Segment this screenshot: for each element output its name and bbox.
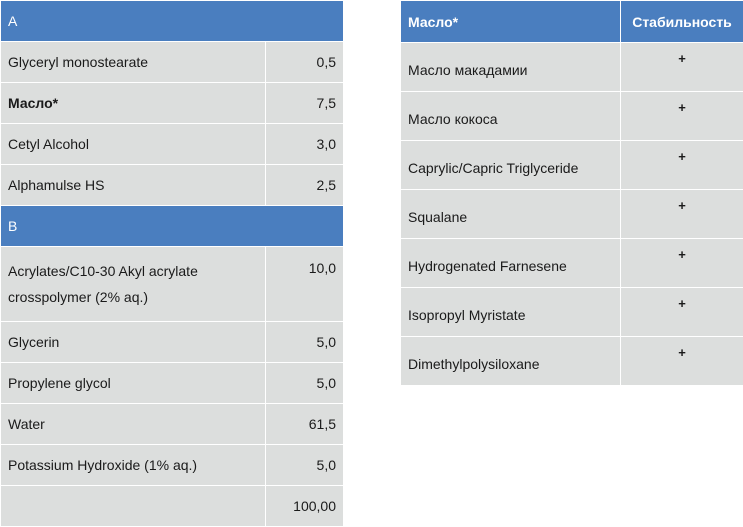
oil-column-header: Масло* [401,1,621,43]
stability-mark: + [621,190,743,239]
ingredient-amount: 0,5 [266,42,344,83]
oil-name: Caprylic/Capric Triglyceride [401,141,621,190]
stability-table: Масло* Стабильность Масло макадамии + Ма… [400,0,743,386]
ingredient-name: Cetyl Alcohol [1,124,266,165]
table-row: Масло* 7,5 [1,83,344,124]
table-row: Glyceryl monostearate 0,5 [1,42,344,83]
table-row: Caprylic/Capric Triglyceride + [401,141,743,190]
phase-a-header: A [1,1,344,42]
ingredient-name: Water [1,404,266,445]
ingredient-amount: 61,5 [266,404,344,445]
phase-a-label: A [1,1,344,42]
ingredient-name: Potassium Hydroxide (1% aq.) [1,445,266,486]
ingredient-amount: 3,0 [266,124,344,165]
ingredient-amount: 10,0 [266,247,344,322]
phase-b-header: B [1,206,344,247]
oil-name: Масло кокоса [401,92,621,141]
oil-name: Squalane [401,190,621,239]
phase-b-label: B [1,206,344,247]
ingredient-amount: 5,0 [266,363,344,404]
table-row: Масло кокоса + [401,92,743,141]
table-row: Acrylates/C10-30 Akyl acrylate crosspoly… [1,247,344,322]
ingredient-name: Масло* [1,83,266,124]
table-row: Dimethylpolysiloxane + [401,337,743,386]
oil-name: Масло макадамии [401,43,621,92]
total-amount: 100,00 [266,486,344,527]
table-row: Squalane + [401,190,743,239]
table-row: Potassium Hydroxide (1% aq.) 5,0 [1,445,344,486]
table-row: Glycerin 5,0 [1,322,344,363]
table-row: Alphamulse HS 2,5 [1,165,344,206]
table-row: Масло макадамии + [401,43,743,92]
stability-column-header: Стабильность [621,1,743,43]
oil-name: Hydrogenated Farnesene [401,239,621,288]
total-label [1,486,266,527]
ingredient-amount: 5,0 [266,322,344,363]
formulation-table: A Glyceryl monostearate 0,5 Масло* 7,5 C… [0,0,344,527]
ingredient-amount: 5,0 [266,445,344,486]
total-row: 100,00 [1,486,344,527]
ingredient-amount: 7,5 [266,83,344,124]
stability-mark: + [621,239,743,288]
oil-name: Isopropyl Myristate [401,288,621,337]
table-row: Cetyl Alcohol 3,0 [1,124,344,165]
stability-mark: + [621,288,743,337]
ingredient-name: Glyceryl monostearate [1,42,266,83]
ingredient-name: Alphamulse HS [1,165,266,206]
table-row: Propylene glycol 5,0 [1,363,344,404]
stability-mark: + [621,337,743,386]
table-row: Isopropyl Myristate + [401,288,743,337]
oil-name: Dimethylpolysiloxane [401,337,621,386]
ingredient-name: Glycerin [1,322,266,363]
stability-mark: + [621,92,743,141]
stability-mark: + [621,141,743,190]
ingredient-name: Propylene glycol [1,363,266,404]
table-row: Hydrogenated Farnesene + [401,239,743,288]
ingredient-name: Acrylates/C10-30 Akyl acrylate crosspoly… [1,247,266,322]
table-row: Water 61,5 [1,404,344,445]
ingredient-amount: 2,5 [266,165,344,206]
stability-mark: + [621,43,743,92]
stability-header-row: Масло* Стабильность [401,1,743,43]
